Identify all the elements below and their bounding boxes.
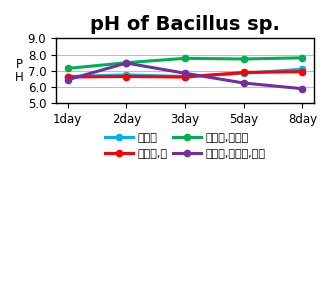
대두박,염: [300, 70, 304, 73]
대두박: [242, 72, 246, 75]
대두박,염: [124, 75, 128, 78]
대두박,구명초: [300, 56, 304, 60]
Line: 대두박: 대두박: [65, 66, 305, 80]
Legend: 대두박, 대두박,염, 대두박,구명초, 대두박,구명초,지활: 대두박, 대두박,염, 대두박,구명초, 대두박,구명초,지활: [102, 130, 269, 162]
대두박: [124, 73, 128, 77]
대두박: [183, 75, 187, 78]
Title: pH of Bacillus sp.: pH of Bacillus sp.: [90, 15, 280, 34]
Y-axis label: P
H: P H: [15, 58, 24, 84]
대두박,구명초,지활: [66, 78, 70, 81]
대두박,구명초: [242, 57, 246, 61]
대두박,구명초,지활: [300, 87, 304, 91]
대두박: [300, 67, 304, 71]
Line: 대두박,염: 대두박,염: [65, 69, 305, 80]
대두박,염: [66, 75, 70, 79]
대두박: [66, 75, 70, 78]
대두박,구명초: [66, 67, 70, 70]
Line: 대두박,구명초,지활: 대두박,구명초,지활: [65, 60, 305, 92]
대두박,염: [242, 71, 246, 74]
Line: 대두박,구명초: 대두박,구명초: [65, 55, 305, 72]
대두박,구명초,지활: [124, 61, 128, 65]
대두박,염: [183, 75, 187, 79]
대두박,구명초,지활: [183, 72, 187, 75]
대두박,구명초,지활: [242, 81, 246, 85]
대두박,구명초: [124, 61, 128, 64]
대두박,구명초: [183, 57, 187, 60]
